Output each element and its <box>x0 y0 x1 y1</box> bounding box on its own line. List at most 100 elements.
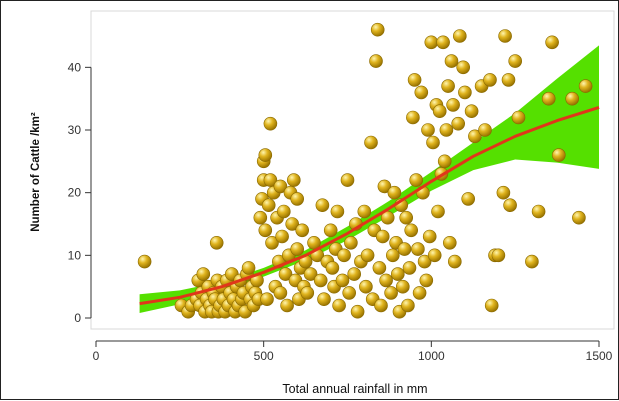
data-point <box>313 273 328 288</box>
data-point <box>209 236 224 250</box>
data-point <box>285 217 300 231</box>
data-point <box>359 279 373 294</box>
data-point <box>511 110 526 125</box>
y-tick-label: 10 <box>68 248 82 262</box>
data-point <box>390 267 405 281</box>
data-point <box>315 198 330 212</box>
y-axis-title: Number of Cattle /km² <box>30 112 42 232</box>
data-point <box>364 135 378 150</box>
data-point <box>478 123 492 137</box>
data-point <box>137 254 152 269</box>
data-point <box>458 85 472 100</box>
data-point <box>404 223 419 238</box>
data-point <box>541 91 556 106</box>
data-point <box>441 79 455 93</box>
data-point <box>253 210 268 225</box>
data-point <box>412 286 427 300</box>
data-point <box>344 236 358 250</box>
data-point <box>384 286 398 300</box>
data-point <box>372 261 387 275</box>
data-point <box>496 185 511 200</box>
data-point <box>483 73 497 87</box>
data-point <box>578 79 593 93</box>
data-point <box>286 173 301 187</box>
data-point <box>258 148 273 162</box>
data-point <box>531 204 546 219</box>
data-point <box>387 185 402 200</box>
data-point <box>265 236 279 250</box>
data-point <box>360 248 375 263</box>
data-point <box>439 123 454 137</box>
data-point <box>263 116 278 131</box>
data-point <box>498 29 512 43</box>
data-point <box>332 298 346 313</box>
data-point <box>273 286 288 300</box>
data-point <box>444 54 459 68</box>
axes: 0 10 20 30 40 0 500 1000 1500 <box>68 60 613 363</box>
y-tick-label: 20 <box>68 186 82 200</box>
data-point <box>545 35 559 50</box>
data-point <box>258 223 273 238</box>
data-point <box>424 35 439 50</box>
data-point <box>317 292 331 307</box>
data-point <box>290 192 305 206</box>
data-point <box>409 173 424 187</box>
data-point <box>446 98 460 112</box>
plot-panel <box>90 10 615 330</box>
data-point <box>399 210 414 225</box>
data-point <box>342 286 357 300</box>
data-point <box>340 173 355 187</box>
data-point <box>525 254 539 269</box>
data-point <box>427 248 442 263</box>
data-point <box>375 229 390 244</box>
data-point <box>350 304 365 319</box>
data-point <box>461 192 476 206</box>
data-point <box>260 292 274 307</box>
data-point <box>414 85 429 100</box>
data-point <box>330 204 345 219</box>
x-tick-label: 1500 <box>586 349 613 363</box>
data-point <box>484 298 499 313</box>
data-point <box>456 60 471 75</box>
data-point <box>406 110 420 125</box>
data-point <box>431 204 445 219</box>
data-point <box>422 229 437 244</box>
x-tick-label: 1000 <box>418 349 445 363</box>
data-point <box>370 22 385 37</box>
data-point <box>347 267 362 281</box>
data-point <box>565 91 580 106</box>
data-point <box>491 248 506 263</box>
data-point <box>464 104 479 118</box>
data-point <box>303 267 318 281</box>
data-point <box>300 286 315 300</box>
data-point <box>374 298 388 313</box>
data-point <box>263 173 278 187</box>
data-point <box>276 204 291 219</box>
data-point <box>551 148 566 162</box>
plot-area <box>90 10 615 330</box>
data-point <box>280 298 294 313</box>
data-point <box>468 129 482 144</box>
data-point <box>380 210 395 225</box>
data-point <box>572 210 586 225</box>
data-point <box>395 279 410 294</box>
data-point <box>369 54 383 68</box>
data-point <box>407 73 422 87</box>
data-point <box>397 242 412 256</box>
data-point <box>436 35 450 50</box>
data-point <box>401 298 415 313</box>
data-point <box>275 229 289 244</box>
y-tick-label: 40 <box>68 60 82 74</box>
data-point <box>452 29 467 43</box>
data-point <box>426 135 440 150</box>
data-point <box>503 198 517 212</box>
fit-line <box>139 105 600 306</box>
data-point <box>337 248 351 263</box>
data-point <box>419 273 434 288</box>
data-point <box>241 261 256 275</box>
data-point <box>357 204 372 219</box>
data-point <box>377 179 392 194</box>
x-axis-title: Total annual rainfall in mm <box>282 382 427 396</box>
